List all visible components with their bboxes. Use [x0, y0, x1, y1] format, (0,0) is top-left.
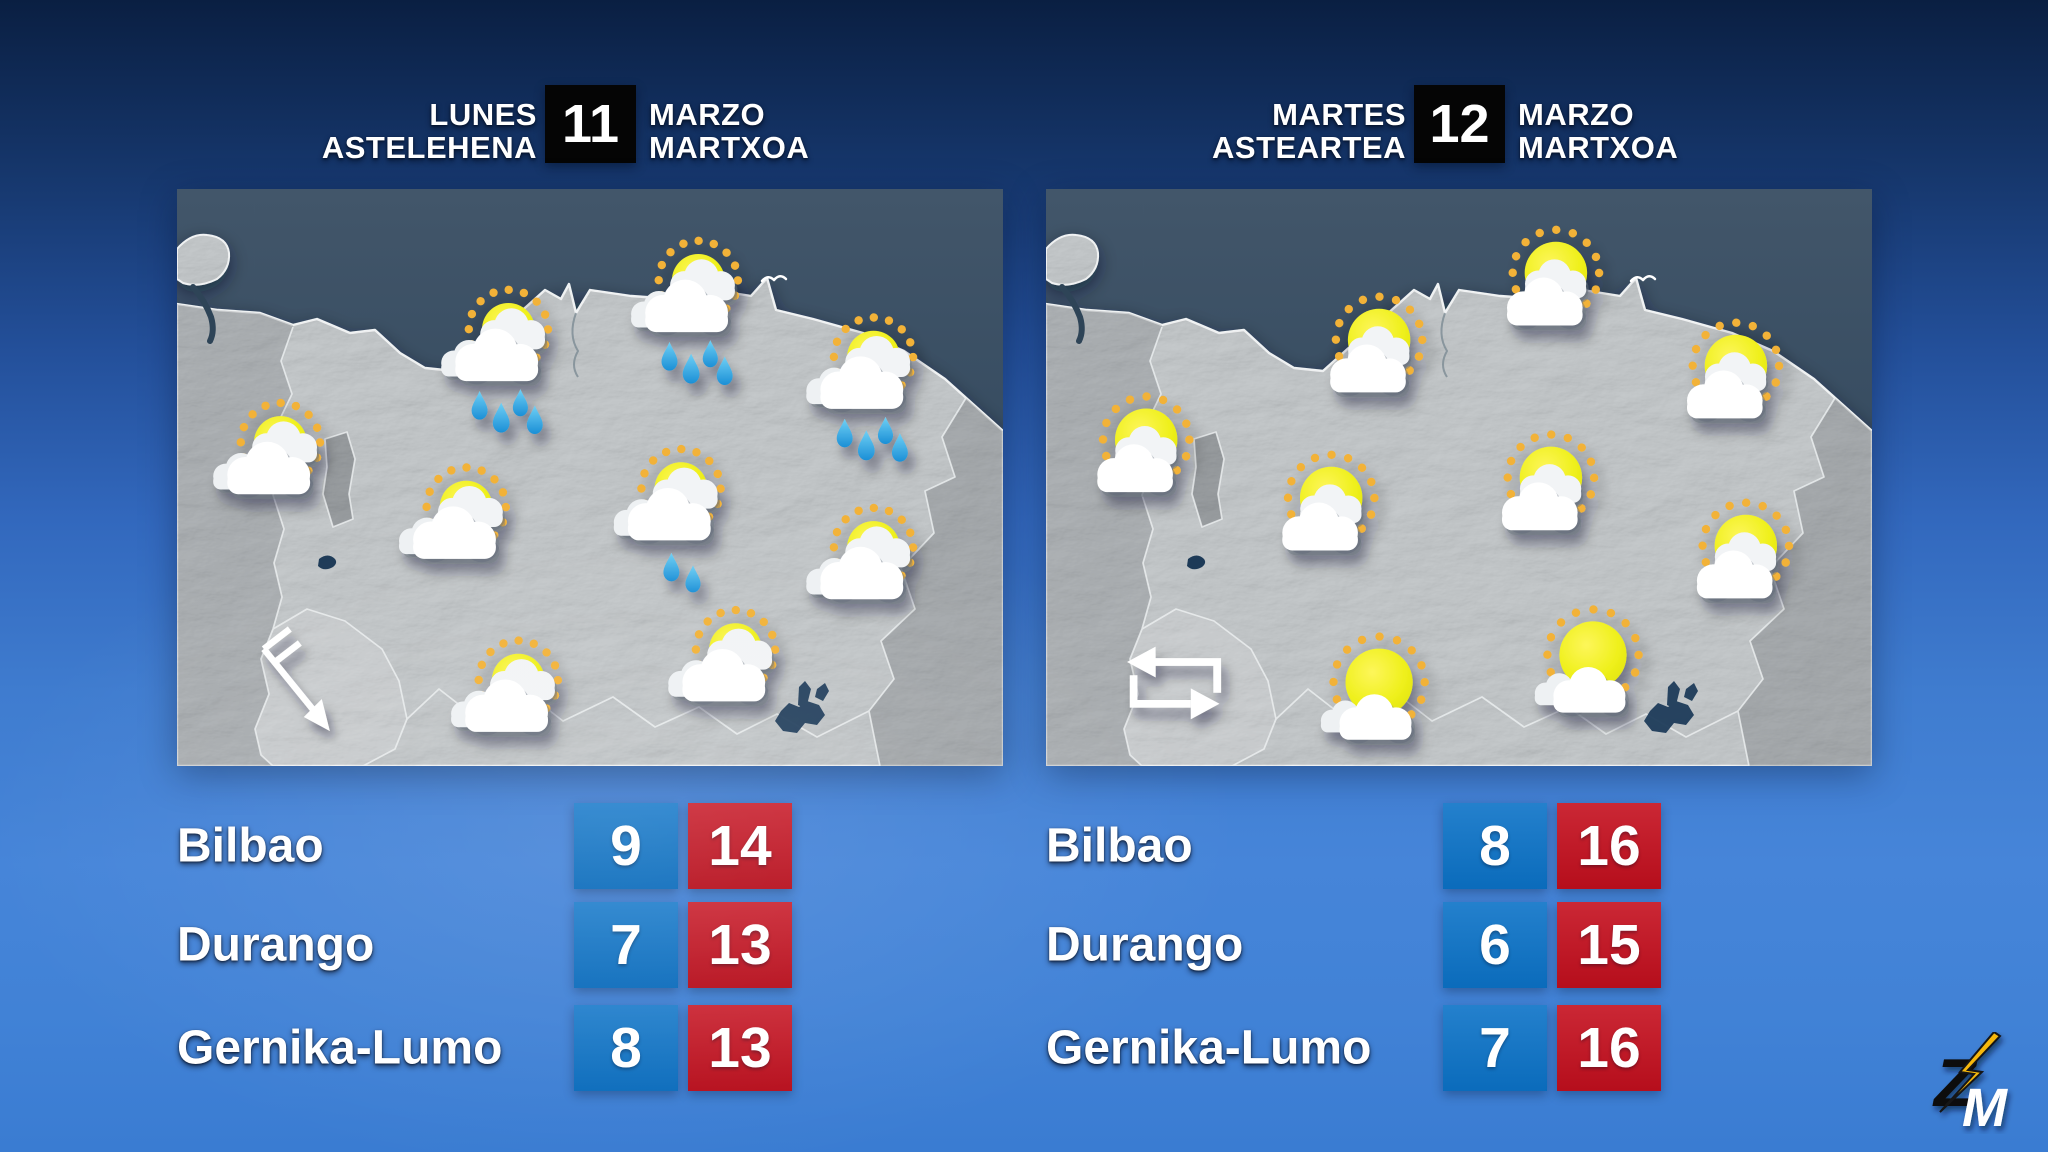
- temperature-table-tuesday: Bilbao 8 16 Durango 6 15 Gernika-Lumo 7 …: [1046, 803, 1872, 1103]
- min-temp-value: 6: [1443, 902, 1547, 988]
- month-name-basque: MARTXOA: [1518, 130, 1679, 165]
- max-temp-value: 16: [1557, 1005, 1661, 1091]
- city-name: Gernika-Lumo: [177, 1021, 503, 1075]
- city-name: Durango: [177, 918, 375, 972]
- date-number-box: 12: [1414, 85, 1505, 163]
- city-name: Gernika-Lumo: [1046, 1021, 1372, 1075]
- day-name-basque: ASTEARTEA: [1212, 130, 1406, 165]
- lightning-bolt-icon: [1939, 1030, 2002, 1113]
- weather-map-tuesday: [1046, 189, 1872, 766]
- city-name: Bilbao: [177, 819, 324, 873]
- month-name-spanish: MARZO: [649, 97, 766, 132]
- min-temp-value: 7: [1443, 1005, 1547, 1091]
- day-name-basque: ASTELEHENA: [321, 130, 537, 165]
- logo-letter-m: M: [1962, 1078, 2008, 1134]
- table-row: Gernika-Lumo 8 13: [177, 1005, 1003, 1091]
- month-names: MARZO MARTXOA: [1518, 98, 1678, 164]
- month-names: MARZO MARTXOA: [649, 98, 809, 164]
- min-temp-value: 9: [574, 803, 678, 889]
- table-row: Bilbao 8 16: [1046, 803, 1872, 889]
- date-number-box: 11: [545, 85, 636, 163]
- max-temp-value: 16: [1557, 803, 1661, 889]
- table-row: Bilbao 9 14: [177, 803, 1003, 889]
- date-header-monday: LUNES ASTELEHENA 11 MARZO MARTXOA: [177, 85, 1003, 164]
- table-row: Gernika-Lumo 7 16: [1046, 1005, 1872, 1091]
- forecast-panel-monday: LUNES ASTELEHENA 11 MARZO MARTXOA Bilbao…: [177, 0, 1003, 1152]
- min-temp-value: 8: [574, 1005, 678, 1091]
- max-temp-value: 14: [688, 803, 792, 889]
- max-temp-value: 15: [1557, 902, 1661, 988]
- min-temp-value: 7: [574, 902, 678, 988]
- date-header-tuesday: MARTES ASTEARTEA 12 MARZO MARTXOA: [1046, 85, 1872, 164]
- temperature-table-monday: Bilbao 9 14 Durango 7 13 Gernika-Lumo 8 …: [177, 803, 1003, 1103]
- max-temp-value: 13: [688, 1005, 792, 1091]
- city-name: Durango: [1046, 918, 1244, 972]
- day-name-spanish: MARTES: [1272, 97, 1406, 132]
- day-name-spanish: LUNES: [429, 97, 537, 132]
- table-row: Durango 7 13: [177, 902, 1003, 988]
- table-row: Durango 6 15: [1046, 902, 1872, 988]
- city-name: Bilbao: [1046, 819, 1193, 873]
- day-names: LUNES ASTELEHENA: [177, 98, 537, 164]
- min-temp-value: 8: [1443, 803, 1547, 889]
- month-name-basque: MARTXOA: [649, 130, 810, 165]
- day-names: MARTES ASTEARTEA: [1046, 98, 1406, 164]
- channel-weather-logo: Z M: [1928, 1030, 2040, 1138]
- forecast-panel-tuesday: MARTES ASTEARTEA 12 MARZO MARTXOA Bilbao…: [1046, 0, 1872, 1152]
- weather-map-monday: [177, 189, 1003, 766]
- month-name-spanish: MARZO: [1518, 97, 1635, 132]
- max-temp-value: 13: [688, 902, 792, 988]
